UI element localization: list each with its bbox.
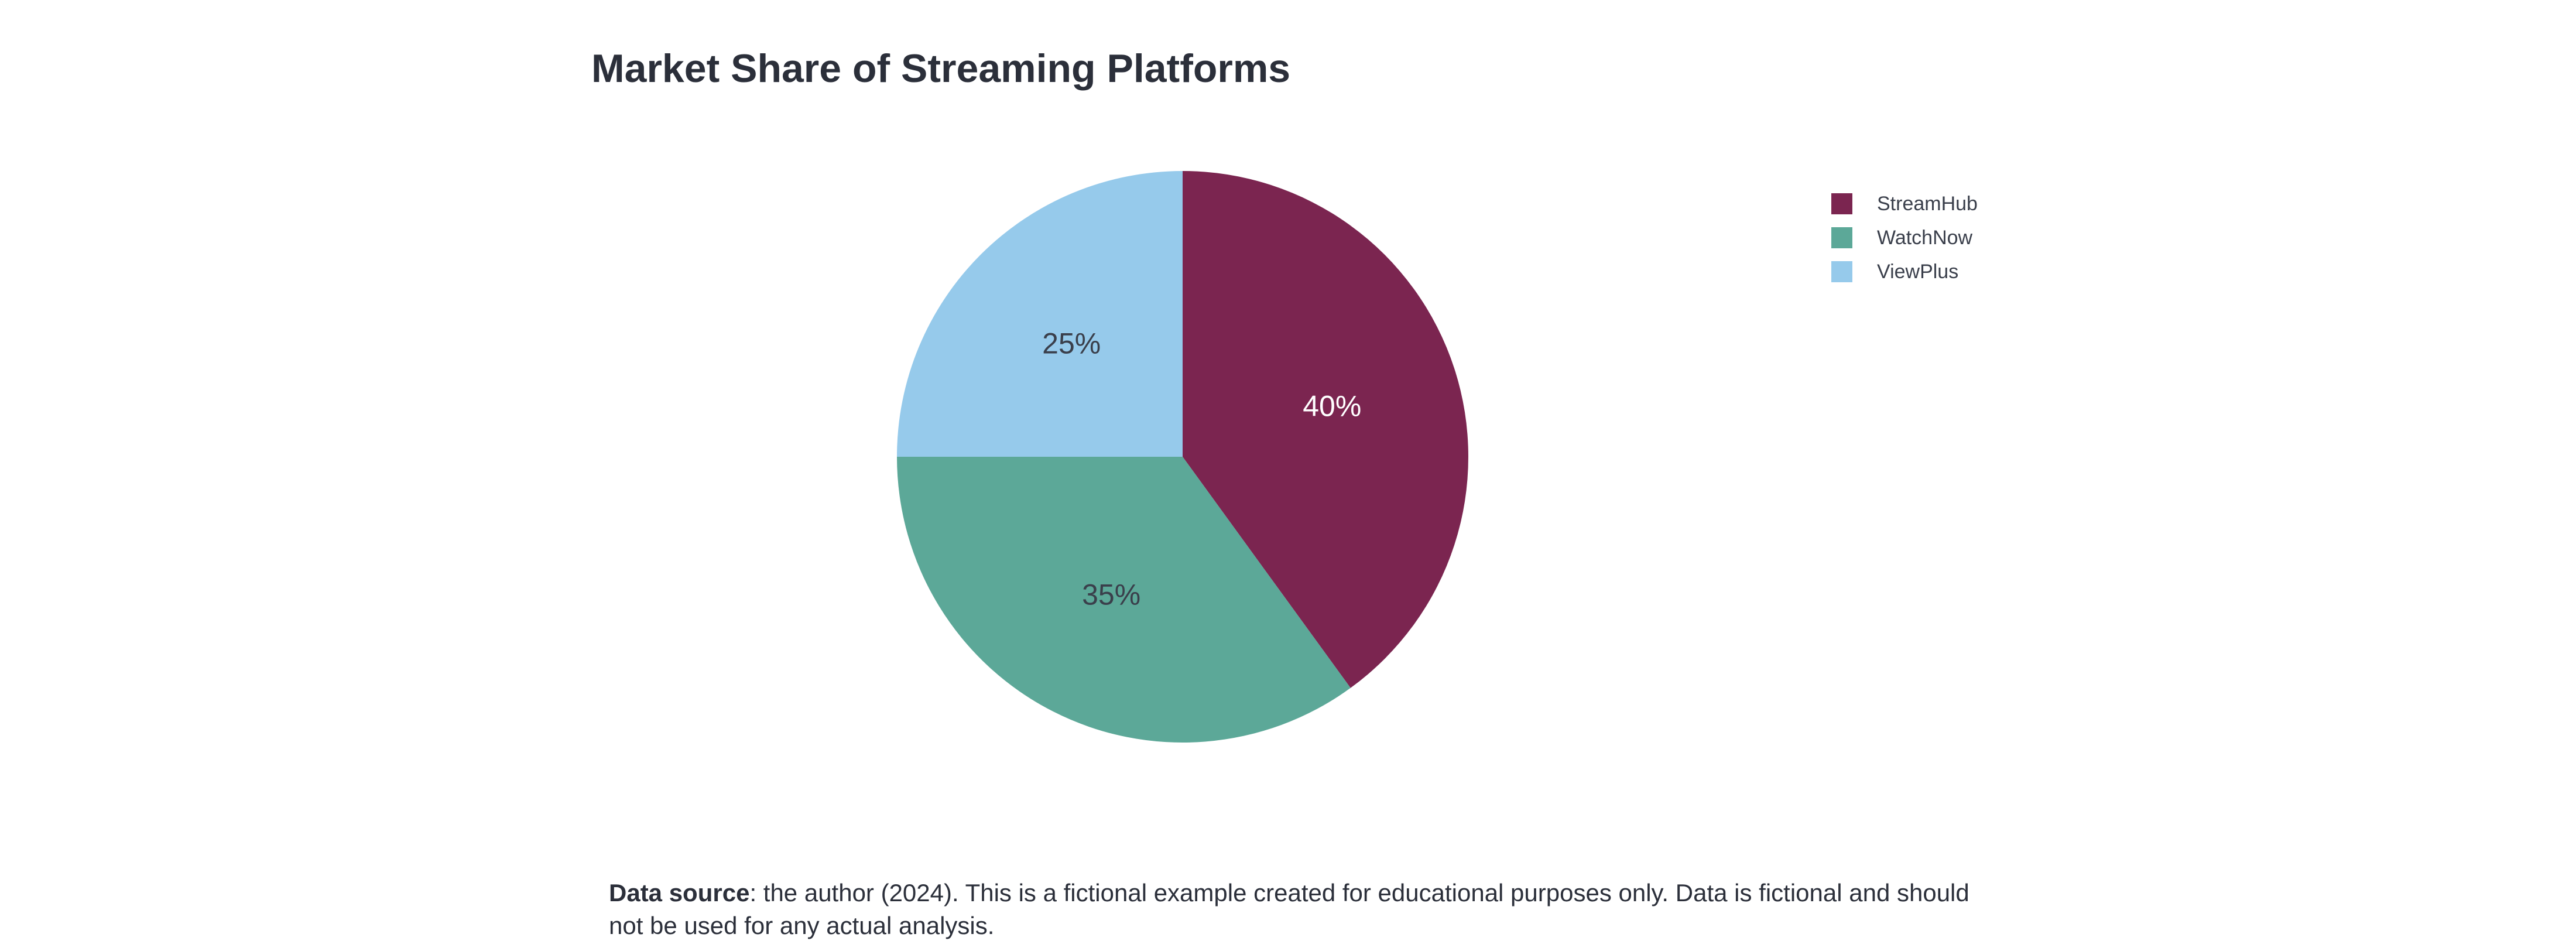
legend-item-viewplus[interactable]: ViewPlus <box>1831 255 1978 288</box>
legend-swatch-watchnow <box>1831 227 1852 248</box>
legend-swatch-viewplus <box>1831 261 1852 282</box>
pie-label-streamhub: 40% <box>1303 389 1361 422</box>
data-source-text: : the author (2024). This is a fictional… <box>609 879 1969 939</box>
chart-title: Market Share of Streaming Platforms <box>591 46 1291 91</box>
pie-slice-viewplus[interactable] <box>897 171 1183 457</box>
legend-item-streamhub[interactable]: StreamHub <box>1831 187 1978 220</box>
legend-label-streamhub: StreamHub <box>1877 192 1978 215</box>
legend-label-viewplus: ViewPlus <box>1877 260 1959 283</box>
legend-item-watchnow[interactable]: WatchNow <box>1831 221 1978 254</box>
legend-label-watchnow: WatchNow <box>1877 226 1973 249</box>
pie-slices <box>897 171 1468 743</box>
data-source-label: Data source <box>609 879 750 906</box>
data-source-note: Data source: the author (2024). This is … <box>609 877 2002 942</box>
pie-slice-watchnow[interactable] <box>897 457 1351 743</box>
pie-label-viewplus: 25% <box>1042 327 1101 360</box>
pie-label-watchnow: 35% <box>1082 578 1140 611</box>
chart-legend: StreamHub WatchNow ViewPlus <box>1831 187 1978 289</box>
legend-swatch-streamhub <box>1831 193 1852 214</box>
pie-chart: 40% 35% 25% <box>897 171 1468 743</box>
pie-slice-streamhub[interactable] <box>1183 171 1468 688</box>
pie-slice-labels: 40% 35% 25% <box>1042 327 1361 611</box>
